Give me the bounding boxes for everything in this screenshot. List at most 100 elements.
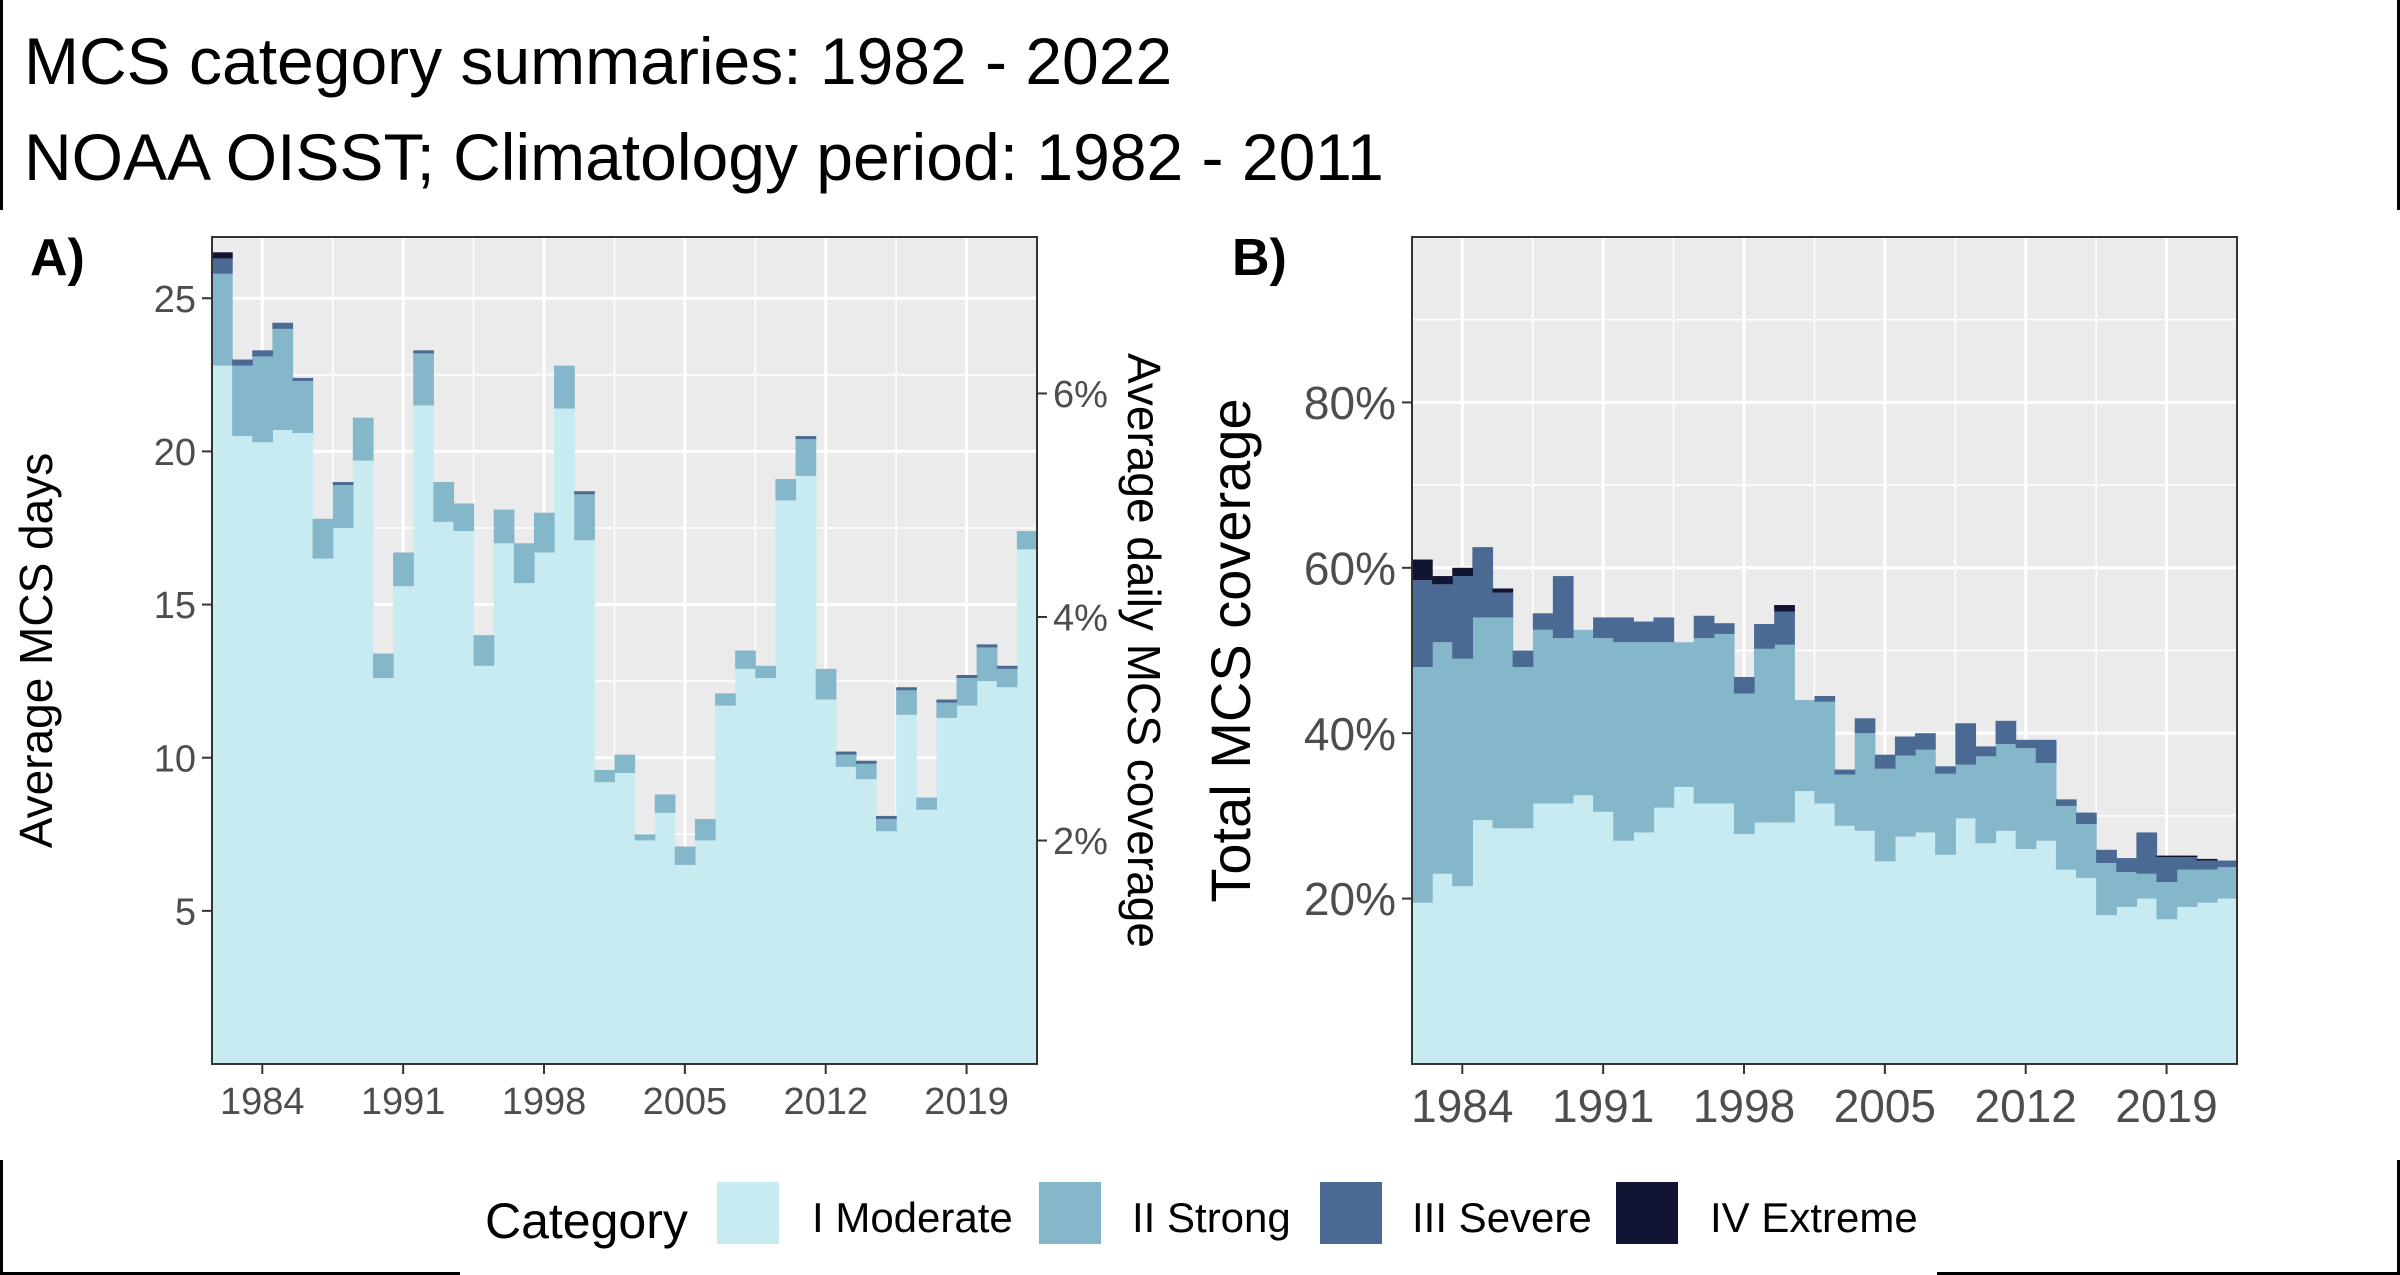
legend-label-severe: III Severe — [1412, 1194, 1592, 1241]
panel-a-y-tick-label: 5 — [175, 892, 196, 934]
panel-b-bar-severe-1993 — [1633, 621, 1655, 643]
panel-a-bar-moderate-1982 — [212, 365, 233, 1065]
panel-b-x-tick-label: 2005 — [1834, 1080, 1936, 1132]
panel-b-bar-moderate-1995 — [1673, 786, 1695, 1064]
panel-b-bar-strong-2006 — [1894, 755, 1916, 837]
panel-a-bar-strong-1999 — [554, 365, 575, 409]
panel-b-bar-severe-2015 — [2076, 812, 2097, 825]
panel-a-bar-moderate-2022 — [1016, 549, 1038, 1064]
panel-a-bar-severe-2016 — [896, 687, 917, 691]
legend-frame-bottom-right — [1937, 1272, 2400, 1275]
panel-a-bar-moderate-1983 — [232, 436, 253, 1064]
panel-b-bar-severe-2002 — [1814, 695, 1836, 702]
panel-a-bar-strong-1998 — [533, 512, 555, 553]
legend-label-strong: II Strong — [1132, 1194, 1291, 1241]
panel-b-bar-severe-2000 — [1774, 611, 1795, 645]
panel-b-bar-moderate-1996 — [1693, 803, 1715, 1064]
panel-b-bar-strong-1982 — [1412, 667, 1433, 903]
panel-a-bar-moderate-2011 — [795, 475, 817, 1064]
panel-b-bar-severe-2022 — [2216, 860, 2238, 868]
panel-a-bar-moderate-2002 — [614, 773, 636, 1064]
panel-a-bar-moderate-2012 — [815, 699, 837, 1064]
panel-b-x-tick-label: 1998 — [1693, 1080, 1795, 1132]
panel-b-bar-severe-2010 — [1975, 746, 1997, 757]
panel-a-bar-strong-1994 — [453, 503, 475, 532]
panel-b-bar-moderate-1992 — [1613, 840, 1634, 1064]
panel-b-bar-strong-2003 — [1834, 774, 1856, 826]
panel-b-x-tick-label: 1984 — [1411, 1080, 1513, 1132]
panel-b-bar-severe-2017 — [2116, 858, 2137, 873]
panel-b-bar-moderate-2013 — [2035, 840, 2057, 1064]
panel-b-bar-strong-1988 — [1532, 629, 1554, 804]
panel-b-bar-moderate-2012 — [2015, 848, 2037, 1064]
panel-a-bar-severe-2014 — [855, 760, 877, 764]
panel-b-bar-extreme-2019 — [2156, 855, 2178, 858]
panel-b-bar-severe-2013 — [2035, 739, 2057, 763]
panel-b-bar-moderate-2011 — [1995, 830, 2017, 1064]
panel-a-bar-strong-2007 — [715, 693, 736, 706]
panel-b-bar-strong-1987 — [1512, 667, 1534, 829]
panel-a-bar-moderate-2003 — [634, 840, 656, 1064]
panel-b-bar-severe-1998 — [1733, 676, 1755, 694]
panel-b-y-tick-label: 60% — [1304, 542, 1396, 594]
panel-b-bar-strong-2007 — [1915, 749, 1936, 833]
panel-a-bar-strong-2003 — [634, 834, 656, 841]
panel-b-bar-strong-1990 — [1572, 629, 1594, 796]
panel-b-bar-severe-2004 — [1854, 718, 1876, 734]
panel-a-bar-strong-1996 — [493, 509, 515, 544]
panel-b-bar-extreme-1983 — [1432, 576, 1453, 585]
panel-b-y-tick-label: 40% — [1304, 708, 1396, 760]
panel-b-bar-severe-1992 — [1613, 617, 1634, 643]
panel-b-bar-strong-2005 — [1874, 768, 1896, 862]
legend-title: Category — [485, 1193, 688, 1249]
panel-a-bar-moderate-2019 — [956, 705, 978, 1064]
panel-b-bar-moderate-2003 — [1834, 825, 1856, 1064]
panel-a-bar-moderate-2010 — [775, 500, 797, 1065]
panel-a-bar-moderate-2021 — [996, 687, 1018, 1064]
panel-a-bar-strong-2019 — [956, 678, 978, 706]
chart-figure: 1984 1991 1998 2005 2012 2019 5 10 15 20 25 Average… — [10, 236, 2238, 1132]
panel-b-bar-moderate-2009 — [1955, 818, 1977, 1064]
panel-a-x-tick-label: 1991 — [361, 1081, 446, 1123]
panel-a-bar-moderate-1990 — [372, 678, 394, 1064]
panel-a-bar-moderate-2013 — [835, 766, 857, 1064]
panel-a-bar-strong-2001 — [594, 769, 616, 783]
panel-b-bar-moderate-2015 — [2076, 877, 2097, 1064]
panel-a-y-tick-label: 25 — [154, 279, 196, 321]
panel-a-x-tick-label: 1984 — [220, 1081, 305, 1123]
panel-b-bar-strong-1995 — [1673, 642, 1695, 787]
panel-a-bar-moderate-2020 — [976, 681, 998, 1064]
panel-a-bar-moderate-2014 — [855, 779, 877, 1064]
panel-a-y2-axis-title: Average daily MCS coverage — [1118, 353, 1170, 948]
panel-b-bar-severe-2020 — [2176, 857, 2198, 870]
panel-a-bar-strong-2005 — [674, 846, 696, 865]
panel-a-bar-strong-2010 — [775, 478, 797, 501]
panel-b-bar-strong-1997 — [1713, 633, 1735, 804]
panel-a-tag: A) — [30, 229, 85, 287]
panel-a-bar-strong-1993 — [433, 482, 455, 522]
panel-a-x-tick-label: 1998 — [502, 1081, 587, 1123]
panel-a-bar-strong-2006 — [694, 818, 716, 841]
panel-a-bar-strong-2021 — [996, 668, 1018, 688]
panel-a-bar-strong-2011 — [795, 439, 817, 476]
panel-b-bar-strong-1991 — [1593, 638, 1614, 812]
panel-b-bar-severe-2016 — [2096, 849, 2117, 864]
panel-b-bar-moderate-1987 — [1512, 828, 1534, 1064]
legend-key-severe — [1318, 1180, 1384, 1246]
panel-b-bar-strong-2019 — [2156, 882, 2178, 920]
panel-a-bar-moderate-2008 — [735, 668, 756, 1064]
panel-b-bar-strong-2008 — [1935, 773, 1956, 855]
panel-a-bar-moderate-2007 — [715, 705, 736, 1064]
panel-a-x-tick-label: 2019 — [924, 1081, 1009, 1123]
panel-a-bar-strong-1997 — [513, 543, 535, 584]
panel-b-y-tick-label: 80% — [1304, 377, 1396, 429]
panel-a-bar-severe-1988 — [332, 482, 354, 486]
legend-frame-right — [2397, 1160, 2400, 1275]
panel-a-bar-moderate-1995 — [473, 665, 495, 1064]
panel-a-bar-moderate-1994 — [453, 531, 475, 1064]
panel-a-bar-strong-1983 — [232, 365, 253, 437]
panel-a-bar-severe-2021 — [996, 665, 1018, 669]
panel-a-bar-strong-2017 — [916, 797, 937, 810]
panel-a-bar-moderate-1993 — [433, 521, 455, 1064]
panel-b-bar-moderate-2014 — [2055, 869, 2077, 1064]
